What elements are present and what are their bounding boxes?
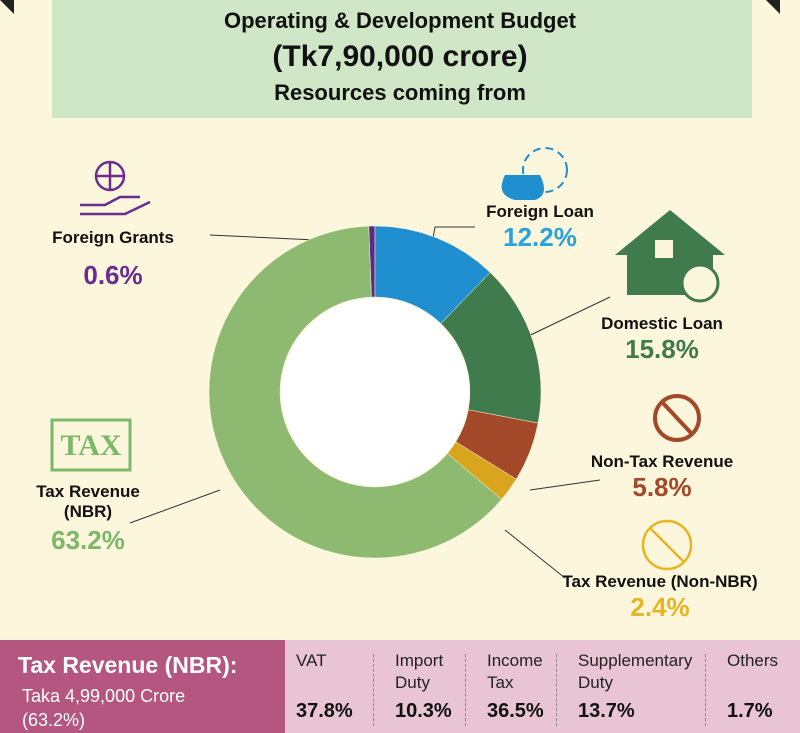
item-label: Others bbox=[727, 651, 779, 670]
title-box bbox=[52, 0, 752, 118]
footer-title: Tax Revenue (NBR): bbox=[18, 652, 238, 678]
house-icon bbox=[615, 210, 725, 303]
no-tax-icon bbox=[653, 394, 701, 442]
item-value: 36.5% bbox=[487, 700, 544, 722]
corner bbox=[766, 0, 780, 14]
loan-icon bbox=[501, 147, 568, 200]
grants-icon bbox=[80, 160, 151, 216]
tax-icon: TAX bbox=[50, 418, 132, 472]
slice-label: Foreign Loan bbox=[486, 202, 594, 221]
slice bbox=[208, 225, 502, 559]
slice-value: 0.6% bbox=[83, 260, 143, 290]
slice-label: Foreign Grants bbox=[52, 228, 174, 247]
divider bbox=[373, 654, 374, 726]
chart-subtitle: (Tk7,90,000 crore) bbox=[272, 40, 528, 73]
item-label: Import Duty bbox=[395, 651, 444, 692]
slice-label: Non-Tax Revenue bbox=[590, 452, 734, 471]
chart-title: Operating & Development Budget bbox=[223, 8, 577, 33]
slice-value: 15.8% bbox=[625, 334, 699, 364]
slice-value: 2.4% bbox=[630, 592, 690, 622]
slice-value: 5.8% bbox=[632, 472, 692, 502]
divider bbox=[705, 654, 706, 726]
slice-label: Domestic Loan bbox=[601, 314, 723, 333]
item-label: VAT bbox=[296, 651, 327, 670]
slice-value: 63.2% bbox=[51, 525, 125, 555]
corner bbox=[0, 0, 14, 14]
item-value: 37.8% bbox=[296, 700, 353, 722]
footer-head: Tax Revenue (NBR): Taka 4,99,000 Crore (… bbox=[0, 640, 285, 733]
slice-value: 12.2% bbox=[503, 222, 577, 252]
donut bbox=[208, 225, 542, 559]
slice-label: Tax Revenue (Non-NBR) bbox=[562, 572, 758, 591]
divider bbox=[556, 654, 557, 726]
footer-text: Taka 4,99,000 Crore (63.2%) bbox=[22, 686, 186, 730]
chart-caption: Resources coming from bbox=[274, 80, 526, 105]
svg-text:TAX: TAX bbox=[60, 429, 121, 462]
item-label: Supplementary Duty bbox=[578, 651, 693, 692]
item-value: 10.3% bbox=[395, 700, 452, 722]
item-label: Income Tax bbox=[487, 651, 543, 692]
chart: TAX bbox=[0, 0, 780, 579]
slice-label: Tax Revenue (NBR) bbox=[36, 482, 140, 521]
item-value: 1.7% bbox=[727, 700, 773, 722]
donut-hole bbox=[281, 298, 469, 486]
divider bbox=[465, 654, 466, 726]
item-value: 13.7% bbox=[578, 700, 635, 722]
non-nbr-icon bbox=[641, 519, 693, 571]
